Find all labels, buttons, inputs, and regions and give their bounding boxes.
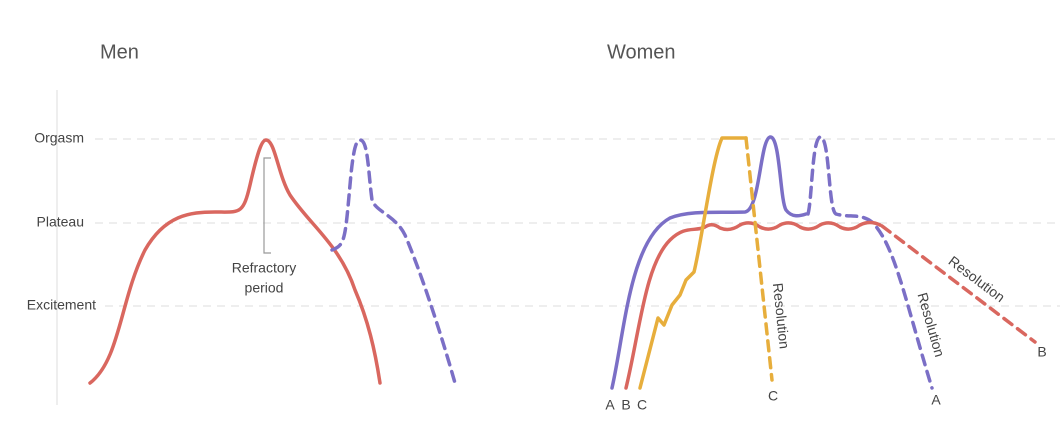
curve: [610, 135, 808, 390]
curve-label: B: [1037, 344, 1046, 360]
curve-label: C: [637, 397, 647, 413]
level-label: Plateau: [37, 214, 84, 230]
curve-label: A: [605, 397, 615, 413]
annotation: period: [245, 280, 284, 296]
curve-label: C: [768, 388, 778, 404]
curve: [744, 136, 774, 382]
resolution-label: Resolution: [770, 282, 793, 349]
level-label: Orgasm: [34, 130, 84, 146]
level-label: Excitement: [27, 297, 96, 313]
curve: [880, 224, 1037, 344]
panel-title: Women: [607, 41, 676, 63]
annotation: Refractory: [232, 260, 297, 276]
bracket: [263, 157, 271, 254]
curve: [806, 135, 934, 390]
curve-label: A: [931, 392, 941, 408]
curve: [638, 136, 748, 390]
curve: [330, 138, 457, 385]
curve: [88, 138, 382, 385]
curve: [624, 220, 882, 390]
curve-label: B: [621, 397, 630, 413]
panel-title: Men: [100, 41, 139, 63]
